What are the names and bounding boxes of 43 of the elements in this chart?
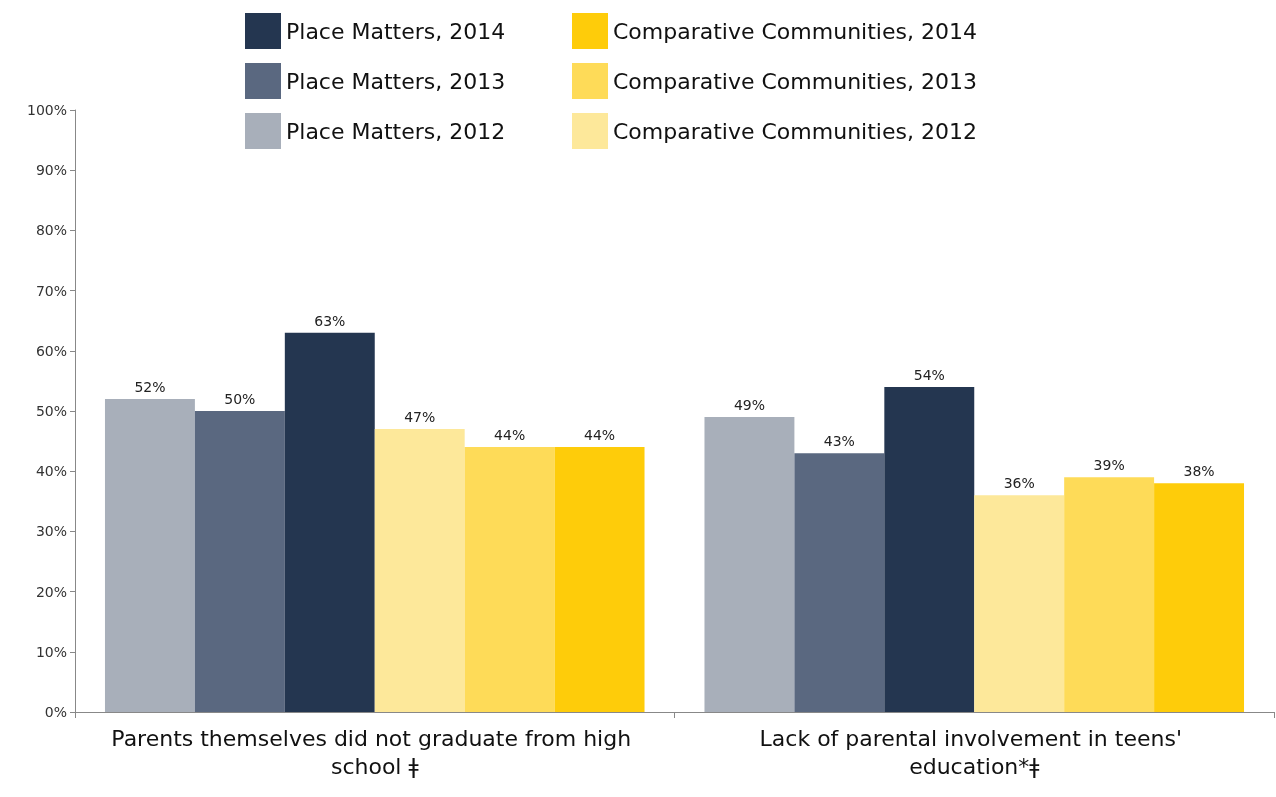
y-tick-label: 60% (35, 342, 67, 359)
y-tick-label: 100% (26, 102, 67, 118)
bar (284, 332, 375, 712)
y-tick-label: 40% (35, 463, 67, 480)
data-label: 43% (823, 433, 855, 450)
y-tick-label: 30% (35, 523, 67, 540)
data-label: 38% (1183, 463, 1215, 480)
data-label: 52% (134, 378, 166, 395)
legend-label: Place Matters, 2012 (286, 118, 506, 144)
data-label: 44% (494, 427, 526, 444)
bar (194, 411, 285, 712)
data-label: 39% (1093, 457, 1125, 474)
data-label: 50% (224, 391, 256, 407)
y-tick-label: 90% (35, 162, 67, 179)
bar (1064, 477, 1155, 712)
legend-label: Comparative Communities, 2012 (613, 118, 977, 144)
data-label: 36% (1003, 475, 1035, 492)
legend-label: Comparative Communities, 2013 (613, 68, 977, 94)
bar (464, 447, 555, 712)
bar (884, 386, 975, 712)
data-label: 63% (314, 312, 346, 329)
y-tick-label: 80% (35, 222, 67, 239)
data-label: 47% (404, 409, 436, 426)
y-tick-label: 20% (35, 583, 67, 600)
data-label: 54% (913, 366, 945, 383)
bar (554, 447, 645, 712)
x-tick-label: Parents themselves did not graduate from high school ǂ (111, 725, 639, 779)
y-tick-label: 70% (35, 282, 67, 299)
bar (374, 429, 465, 712)
legend-label: Place Matters, 2013 (286, 68, 506, 94)
data-label: 49% (733, 397, 765, 414)
bar (1154, 483, 1245, 712)
data-label: 44% (584, 427, 616, 444)
legend-label: Comparative Communities, 2014 (613, 18, 977, 44)
x-tick-label: Lack of parental involvement in teens' education*ǂ (759, 725, 1189, 779)
bar (974, 495, 1065, 712)
legend-label: Place Matters, 2014 (286, 18, 506, 44)
bar (104, 398, 195, 712)
y-tick-label: 50% (35, 403, 67, 419)
bar (794, 453, 885, 712)
bar (704, 417, 795, 712)
y-tick-label: 0% (44, 704, 67, 720)
y-tick-label: 10% (35, 643, 67, 660)
